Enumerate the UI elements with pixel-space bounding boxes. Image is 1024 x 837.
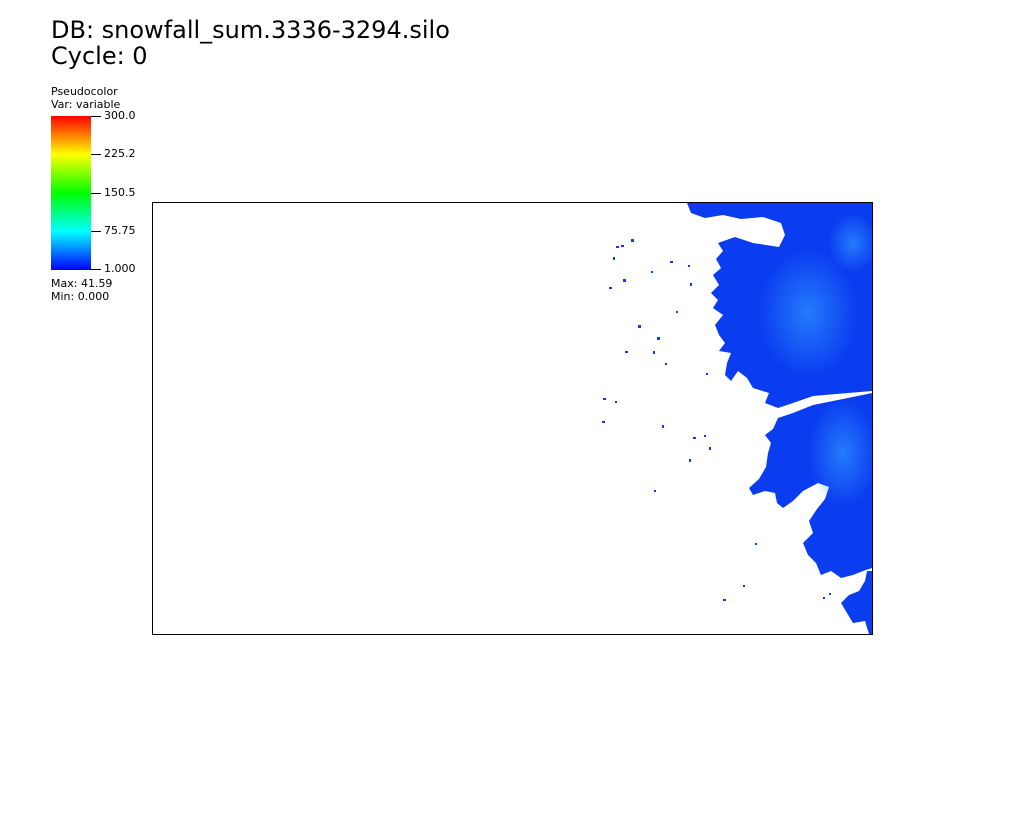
colorbar-tick-label: 300.0: [104, 109, 136, 122]
snow-highlight: [808, 398, 872, 508]
plot-area[interactable]: [152, 202, 873, 635]
colorbar-tick: [91, 116, 101, 117]
legend-min: Min: 0.000: [51, 290, 110, 303]
colorbar-tick-label: 75.75: [104, 224, 136, 237]
legend-max: Max: 41.59: [51, 277, 113, 290]
snowfall-field: [602, 203, 872, 634]
colorbar-tick: [91, 231, 101, 232]
snow-highlight: [758, 248, 858, 378]
colorbar: [51, 116, 91, 270]
snow-region-corner: [841, 571, 872, 634]
colorbar-tick-label: 150.5: [104, 186, 136, 199]
colorbar-tick: [91, 269, 101, 270]
colorbar-tick-label: 1.000: [104, 262, 136, 275]
legend-variable: Var: variable: [51, 98, 121, 111]
colorbar-tick: [91, 193, 101, 194]
cycle-label: Cycle: 0: [51, 42, 148, 70]
colorbar-tick: [91, 154, 101, 155]
legend-plot-type: Pseudocolor: [51, 85, 118, 98]
snow-speckles: [602, 239, 848, 601]
colorbar-tick-label: 225.2: [104, 147, 136, 160]
db-title: DB: snowfall_sum.3336-3294.silo: [51, 16, 450, 44]
snow-highlight: [828, 213, 872, 273]
